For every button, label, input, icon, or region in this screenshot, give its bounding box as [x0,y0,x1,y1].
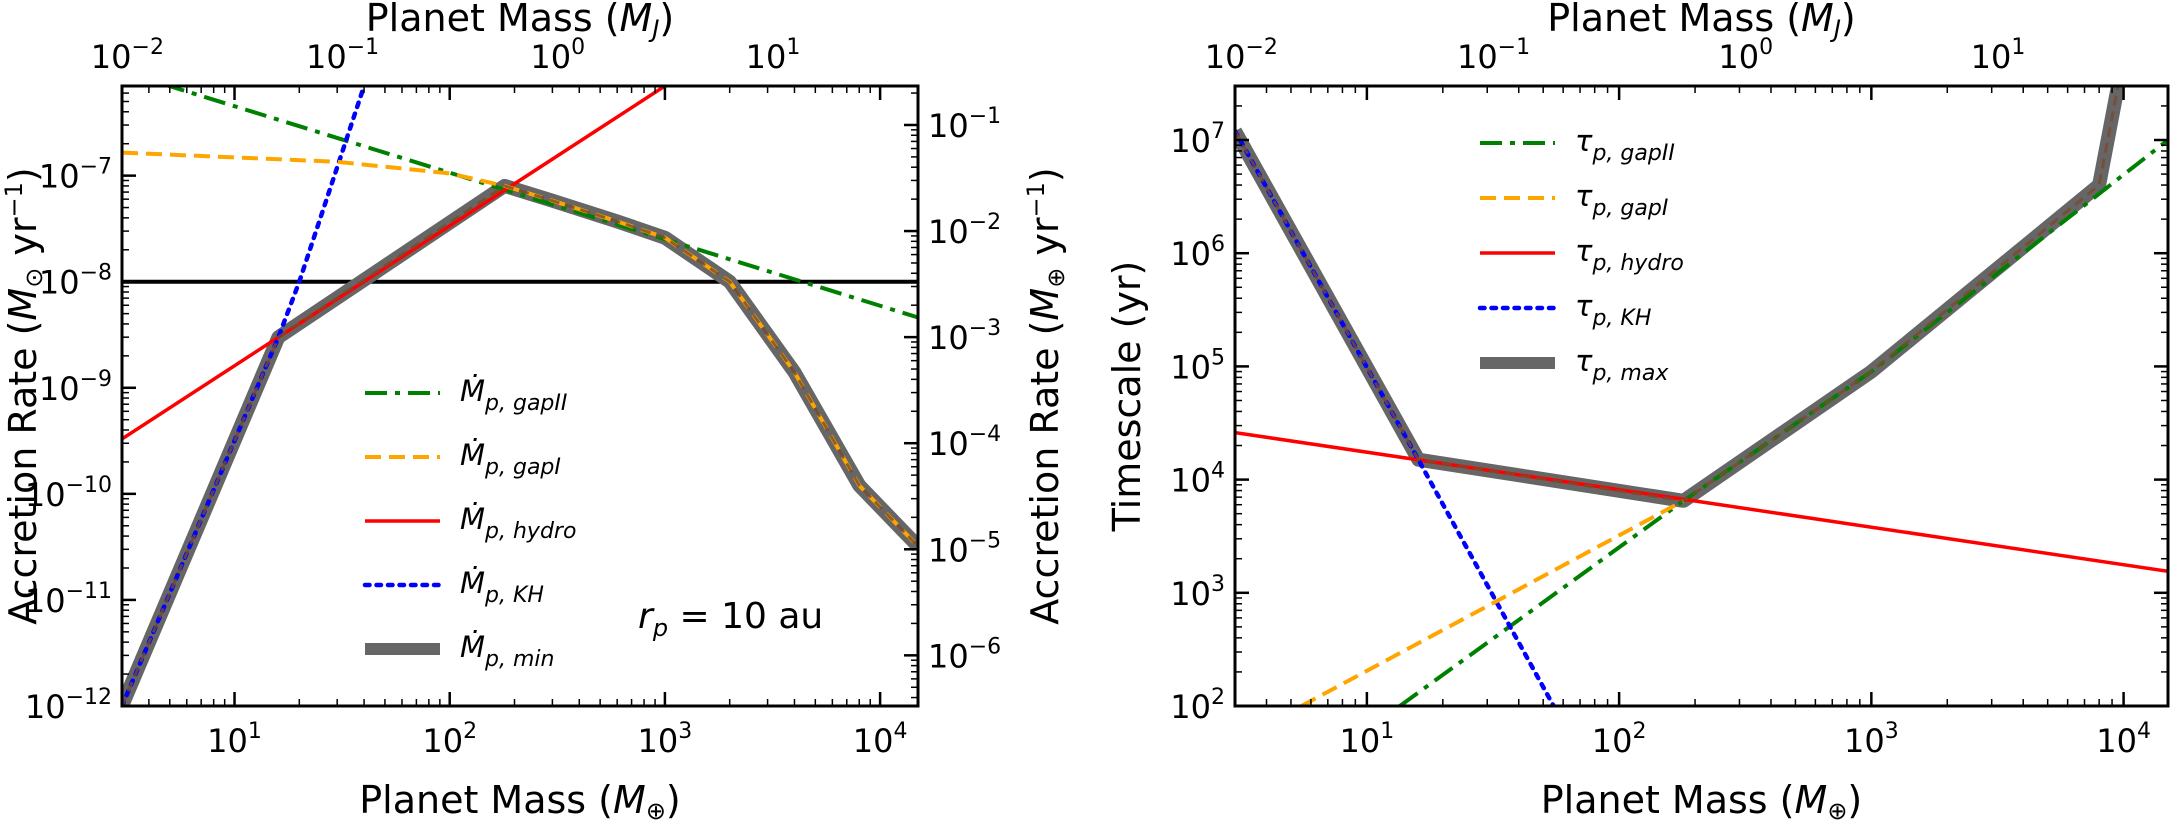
x-tick-label: 102 [1592,719,1647,760]
y2-axis-title: Accretion Rate (M⊕ yr−1) [1022,167,1070,625]
legend: Ṁp, gapII Ṁp, gapI Ṁp, hydro Ṁp, KH Ṁp, min [362,374,576,672]
series-gapII-line [162,86,918,320]
y-tick-label: 10−9 [39,367,112,408]
series-KH-line [1235,128,1556,706]
x2-axis-title: Planet Mass (MJ) [1547,0,1855,43]
x-tick-label: 103 [1844,719,1899,760]
series-hydro-line [122,86,666,441]
x2-tick-label: 10−2 [91,35,164,76]
annotation-text: rp = 10 au [638,596,823,642]
legend-KH-label: Ṁp, KH [460,566,544,608]
legend-gapI-label: τp, gapI [1575,179,1668,221]
series-max-line [1235,86,2125,508]
y-tick-label: 10−7 [39,155,112,196]
timescale-panel: 101 102 103 104 102 103 104 105 106 107 10−2 10−1 10… [1105,0,2170,821]
accretion-rate-panel: 101 102 103 104 10−12 10−11 10−10 10−9 10−8 10−7 1… [0,0,1070,821]
x2-tick-label: 101 [746,35,801,76]
y2-tick-label: 10−5 [928,528,1001,569]
y-tick-label: 106 [1170,232,1225,273]
legend-min-label: Ṁp, min [460,630,554,672]
x-tick-label: 101 [207,719,262,760]
ticks [121,85,918,708]
axes-frame [1233,84,2170,708]
x-tick-label: 104 [2096,719,2151,760]
x2-tick-label: 101 [1971,35,2026,76]
legend-hydro-label: Ṁp, hydro [460,502,576,544]
x-axis-title: Planet Mass (M⊕) [1541,778,1863,821]
axes-frame [120,84,920,708]
x2-tick-label: 100 [530,35,585,76]
x2-tick-label: 10−1 [306,35,379,76]
y2-tick-label: 10−3 [928,316,1001,357]
y-tick-label: 104 [1170,459,1225,500]
legend-KH-label: τp, KH [1575,289,1651,331]
y-tick-label: 10−8 [39,261,112,302]
x2-tick-label: 100 [1718,35,1773,76]
y2-tick-label: 10−1 [928,104,1001,145]
legend-gapII-label: τp, gapII [1575,124,1675,166]
series-hydro-line [1235,430,2168,574]
x-tick-label: 103 [638,719,693,760]
series-min-core [122,184,918,706]
legend-gapI-label: Ṁp, gapI [460,438,561,480]
y-tick-label: 10−11 [25,579,112,620]
series-max-core [1235,86,2120,503]
y-tick-label: 10−12 [25,685,112,726]
y-tick-label: 10−10 [25,473,112,514]
y2-tick-label: 10−6 [928,634,1001,675]
series-gapI-line [1300,499,1685,706]
y-axis-title: Timescale (yr) [1105,261,1149,533]
y2-tick-label: 10−2 [928,210,1001,251]
x-axis-title: Planet Mass (M⊕) [359,778,681,821]
y-tick-label: 103 [1170,572,1225,613]
series-gapI-line [122,150,918,548]
legend-max-label: τp, max [1575,344,1669,386]
x-tick-label: 104 [853,719,908,760]
legend-gapII-label: Ṁp, gapII [460,374,567,416]
x2-tick-label: 10−2 [1205,35,1278,76]
legend-hydro-label: τp, hydro [1575,234,1684,276]
y-tick-label: 102 [1170,685,1225,726]
x-tick-label: 102 [422,719,477,760]
x2-axis-title: Planet Mass (MJ) [366,0,674,43]
y-tick-label: 105 [1170,345,1225,386]
plot-area [122,86,918,706]
y2-tick-label: 10−4 [928,422,1001,463]
ticks [1234,85,2168,708]
x2-tick-label: 10−1 [1457,35,1530,76]
y-axis-title: Accretion Rate (M⊙ yr−1) [0,167,48,625]
plot-area [1235,86,2168,706]
x-tick-label: 101 [1340,719,1395,760]
legend: τp, gapII τp, gapI τp, hydro τp, KH τp, max [1477,124,1684,386]
y-tick-label: 107 [1170,119,1225,160]
